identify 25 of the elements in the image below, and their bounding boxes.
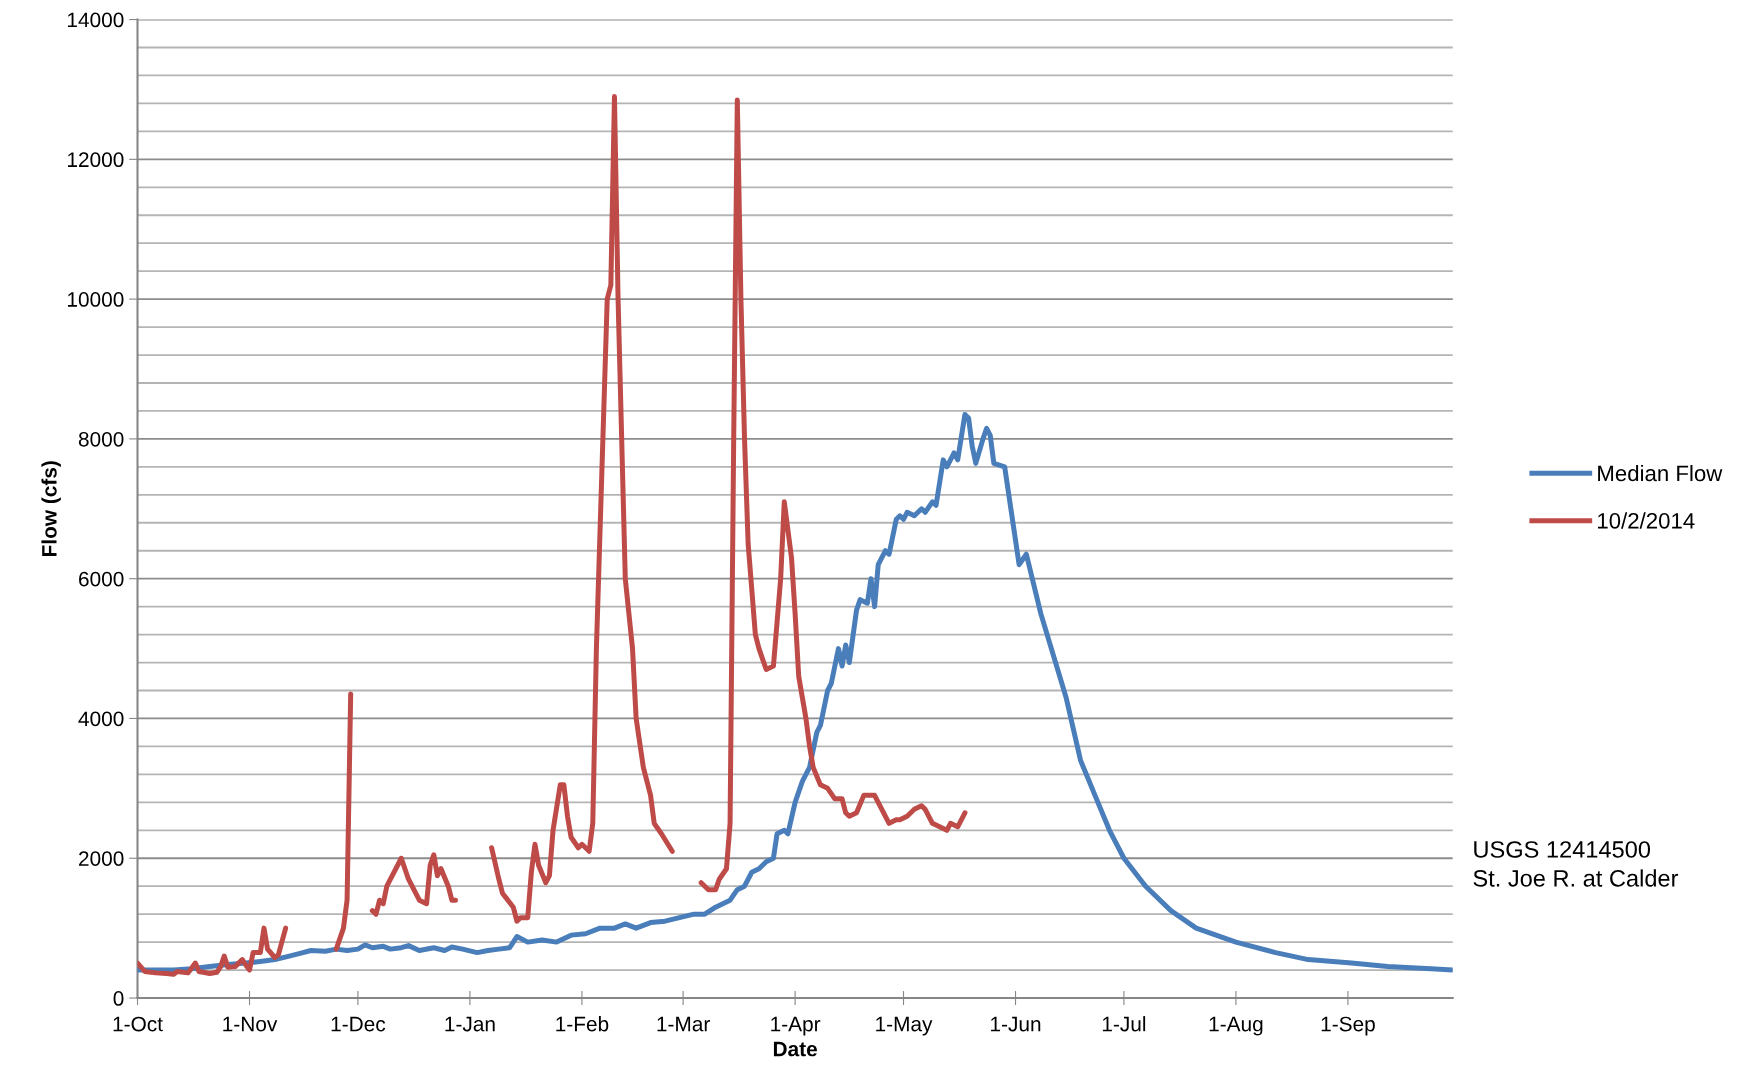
y-tick-label: 14000 — [67, 12, 124, 28]
x-tick-label: 1-Mar — [657, 1016, 710, 1032]
x-tick-label: 1-Aug — [1209, 1016, 1263, 1036]
y-tick-label: 4000 — [78, 711, 124, 727]
y-axis-title: Flow (cfs) — [41, 461, 61, 556]
y-tick-label: 12000 — [67, 152, 124, 168]
x-tick-label: 1-May — [876, 1016, 933, 1036]
y-tick-label: 0 — [113, 991, 124, 1006]
x-tick-label: 1-Oct — [113, 1016, 163, 1032]
y-tick-label: 6000 — [79, 571, 124, 587]
x-tick-label: 1-Dec — [331, 1016, 386, 1032]
x-tick-label: 1-Jun — [991, 1016, 1041, 1032]
x-axis-title: Date — [773, 1041, 817, 1057]
y-tick-label: 2000 — [79, 851, 124, 866]
x-tick-label: 1-Apr — [771, 1016, 821, 1036]
legend-label: 10/2/2014 — [1598, 512, 1695, 529]
legend-label: Median Flow — [1598, 464, 1723, 482]
x-tick-label: 1-Jul — [1102, 1016, 1146, 1032]
x-tick-label: 1-Feb — [556, 1016, 609, 1032]
x-tick-label: 1-Nov — [223, 1016, 278, 1032]
text: USGS 12414500 St. Joe R. at Calder — [1473, 841, 1679, 887]
x-tick-label: 1-Sep — [1321, 1016, 1375, 1036]
x-tick-label: 1-Jan — [445, 1016, 495, 1032]
y-tick-label: 10000 — [67, 292, 124, 307]
y-tick-label: 8000 — [78, 431, 124, 447]
